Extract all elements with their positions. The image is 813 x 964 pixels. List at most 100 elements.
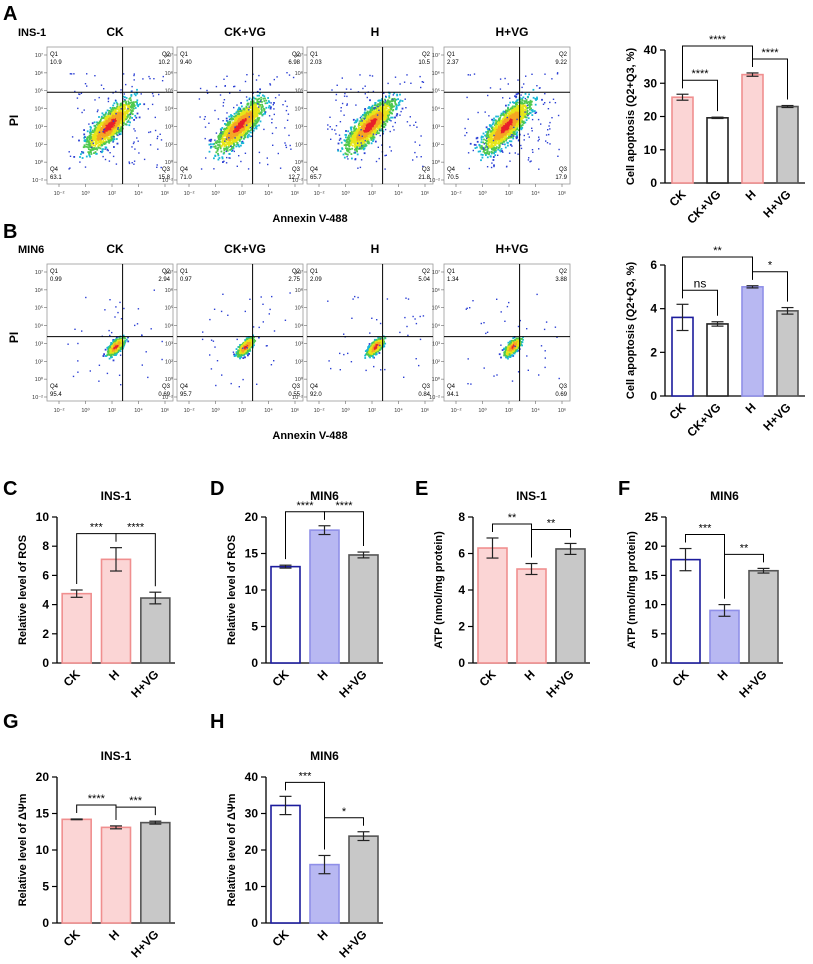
flow-dot bbox=[269, 84, 272, 86]
flow-dot bbox=[105, 124, 108, 127]
flow-dot bbox=[359, 127, 361, 130]
flow-dot bbox=[235, 134, 237, 137]
flow-dot bbox=[387, 99, 389, 102]
significance-label: **** bbox=[709, 34, 727, 46]
flow-dot bbox=[268, 115, 271, 117]
flow-dot bbox=[101, 135, 104, 138]
flow-dot bbox=[254, 122, 256, 125]
flow-dot bbox=[362, 148, 365, 151]
flow-dot bbox=[359, 120, 361, 123]
flow-dot bbox=[112, 110, 115, 112]
flow-dot bbox=[386, 119, 388, 122]
flow-dot bbox=[118, 130, 121, 132]
flow-dot bbox=[377, 106, 380, 109]
bar bbox=[670, 558, 701, 664]
flow-dot bbox=[98, 140, 101, 142]
flow-dot bbox=[101, 112, 104, 115]
flow-dot bbox=[220, 136, 223, 139]
quadrant-value-q4: 71.0 bbox=[180, 175, 192, 181]
flow-dot bbox=[347, 141, 350, 143]
bar bbox=[709, 609, 740, 664]
flow-dot bbox=[378, 105, 380, 107]
flow-dot bbox=[98, 137, 101, 140]
flow-dot bbox=[345, 136, 347, 139]
flow-dot bbox=[369, 136, 371, 139]
flow-dot bbox=[87, 151, 90, 153]
flow-dot bbox=[136, 103, 139, 106]
flow-dot bbox=[133, 79, 135, 81]
flow-dot bbox=[108, 120, 111, 123]
flow-dot bbox=[382, 100, 385, 103]
flow-dot bbox=[136, 101, 138, 104]
flow-dot bbox=[243, 126, 246, 129]
quadrant-label-q4: Q4 bbox=[50, 167, 59, 173]
flow-dot bbox=[130, 104, 133, 107]
flow-dot bbox=[392, 99, 395, 102]
flow-dot bbox=[101, 130, 103, 133]
flow-dot bbox=[107, 130, 110, 133]
flow-dot bbox=[249, 120, 252, 123]
flow-dot bbox=[393, 97, 396, 100]
flow-dot bbox=[226, 149, 229, 152]
flow-dot bbox=[127, 100, 130, 103]
flow-dot bbox=[127, 120, 130, 123]
flow-dot bbox=[358, 122, 361, 125]
flow-dot bbox=[263, 128, 265, 131]
flow-dot bbox=[243, 124, 245, 127]
flow-dot bbox=[365, 129, 368, 132]
flow-dot bbox=[371, 134, 374, 136]
flow-dot bbox=[94, 137, 97, 140]
flow-dot bbox=[242, 142, 245, 144]
flow-dot bbox=[382, 92, 385, 94]
flow-dot bbox=[151, 92, 154, 95]
flow-dot bbox=[350, 137, 352, 140]
flow-dot bbox=[231, 125, 233, 128]
flow-dot bbox=[340, 141, 343, 144]
flow-dot bbox=[371, 109, 374, 112]
flow-dot bbox=[221, 127, 224, 129]
flow-dot bbox=[373, 120, 376, 123]
flow-dot bbox=[125, 110, 128, 113]
flow-dot bbox=[377, 99, 380, 102]
flow-dot bbox=[385, 102, 387, 105]
flow-dot bbox=[233, 130, 235, 132]
flow-dot bbox=[233, 144, 236, 146]
flow-dot bbox=[286, 119, 289, 121]
significance-label: *** bbox=[90, 522, 104, 534]
flow-dot bbox=[249, 124, 252, 127]
flow-dot bbox=[231, 118, 234, 120]
flow-dot bbox=[246, 74, 248, 76]
flow-dot bbox=[379, 122, 382, 125]
flow-dot bbox=[396, 94, 399, 97]
flow-dot bbox=[345, 147, 347, 150]
flow-dot bbox=[85, 143, 88, 146]
flow-dot bbox=[96, 110, 99, 113]
flow-dot bbox=[87, 146, 89, 149]
flow-dot bbox=[228, 143, 231, 146]
bar bbox=[776, 105, 799, 184]
flow-dot bbox=[123, 108, 125, 110]
flow-dot bbox=[351, 141, 354, 143]
flow-dot bbox=[228, 118, 231, 121]
y-tick-label: 20 bbox=[645, 539, 659, 553]
flow-dot bbox=[249, 127, 252, 129]
flow-dot bbox=[79, 93, 81, 96]
flow-dot bbox=[376, 132, 379, 135]
flow-dot bbox=[115, 115, 117, 117]
flow-dot bbox=[98, 121, 101, 124]
flow-dot bbox=[109, 113, 111, 115]
flow-dot bbox=[358, 126, 360, 129]
y-tick-label: 20 bbox=[245, 510, 259, 524]
flow-dot bbox=[233, 134, 236, 137]
flow-dot bbox=[231, 142, 234, 144]
y-tick-label: 0 bbox=[651, 656, 658, 670]
flow-dot bbox=[139, 103, 141, 105]
significance-label: **** bbox=[335, 500, 353, 512]
flow-dot bbox=[347, 130, 350, 133]
flow-dot bbox=[373, 114, 375, 117]
flow-dot bbox=[130, 106, 132, 108]
flow-dot bbox=[245, 128, 248, 130]
flow-dot bbox=[225, 138, 228, 140]
flow-dot bbox=[88, 138, 91, 141]
flow-dot bbox=[129, 113, 131, 115]
